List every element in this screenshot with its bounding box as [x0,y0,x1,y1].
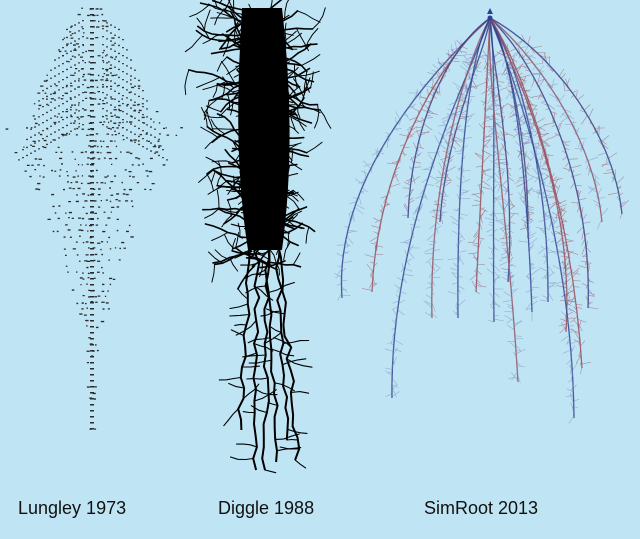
lungley-root-model-panel [5,7,183,430]
caption-simroot-2013: SimRoot 2013 [424,498,539,518]
diggle-root-model-panel [184,0,332,474]
simroot-stem-marker [487,8,493,14]
lungley-ascii-root-marks [5,7,183,430]
simroot-root-model-panel [333,8,630,424]
caption-lungley-1973: Lungley 1973 [18,498,127,518]
simroot-seed-origin [487,15,493,21]
caption-diggle-1988: Diggle 1988 [218,498,315,518]
diggle-dense-core [238,8,290,250]
lungley-branch-arms [18,20,168,161]
